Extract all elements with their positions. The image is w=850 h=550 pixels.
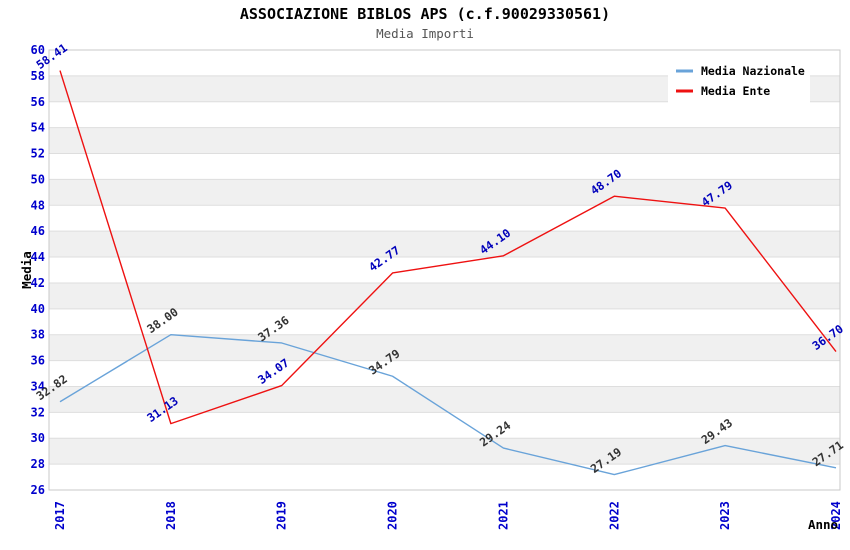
x-tick-label: 2019 xyxy=(275,501,289,530)
legend-box xyxy=(668,57,810,105)
y-tick-label: 54 xyxy=(31,121,45,135)
y-tick-label: 32 xyxy=(31,405,45,419)
y-tick-label: 48 xyxy=(31,198,45,212)
x-tick-label: 2022 xyxy=(607,501,621,530)
plot-border xyxy=(48,49,841,491)
legend-label-media-nazionale: Media Nazionale xyxy=(701,64,805,78)
plot-band xyxy=(49,334,840,361)
y-tick-label: 36 xyxy=(31,354,45,368)
plot-band xyxy=(49,386,840,413)
y-tick-label: 50 xyxy=(31,172,45,186)
x-tick-label: 2018 xyxy=(164,501,178,530)
y-tick-label: 56 xyxy=(31,95,45,109)
plot-band xyxy=(49,179,840,206)
plot-band xyxy=(49,231,840,258)
x-axis-title: Anno xyxy=(808,517,838,532)
x-tick-label: 2024 xyxy=(829,501,843,530)
y-tick-label: 26 xyxy=(31,483,45,497)
plot-band xyxy=(49,438,840,465)
y-tick-label: 38 xyxy=(31,328,45,342)
series-line-media-nazionale xyxy=(59,334,837,476)
plot-band xyxy=(49,282,840,309)
plot-band xyxy=(49,127,840,154)
y-tick-label: 44 xyxy=(31,250,45,264)
point-label: 38.00 xyxy=(144,305,180,336)
y-tick-label: 52 xyxy=(31,147,45,161)
x-tick-label: 2021 xyxy=(496,501,510,530)
y-axis-title: Media xyxy=(19,251,34,289)
legend-label-media-ente: Media Ente xyxy=(701,84,770,98)
y-tick-label: 40 xyxy=(31,302,45,316)
x-tick-label: 2017 xyxy=(53,501,67,530)
x-tick-label: 2023 xyxy=(718,501,732,530)
y-tick-label: 58 xyxy=(31,69,45,83)
chart-subtitle: Media Importi xyxy=(376,26,474,41)
y-tick-label: 42 xyxy=(31,276,45,290)
y-tick-label: 46 xyxy=(31,224,45,238)
y-tick-label: 34 xyxy=(31,379,45,393)
y-tick-label: 60 xyxy=(31,43,45,57)
series-line-media-ente xyxy=(59,70,837,425)
y-tick-label: 30 xyxy=(31,431,45,445)
y-tick-label: 28 xyxy=(31,457,45,471)
chart-title: ASSOCIAZIONE BIBLOS APS (c.f.90029330561… xyxy=(239,5,611,23)
x-tick-label: 2020 xyxy=(386,501,400,530)
